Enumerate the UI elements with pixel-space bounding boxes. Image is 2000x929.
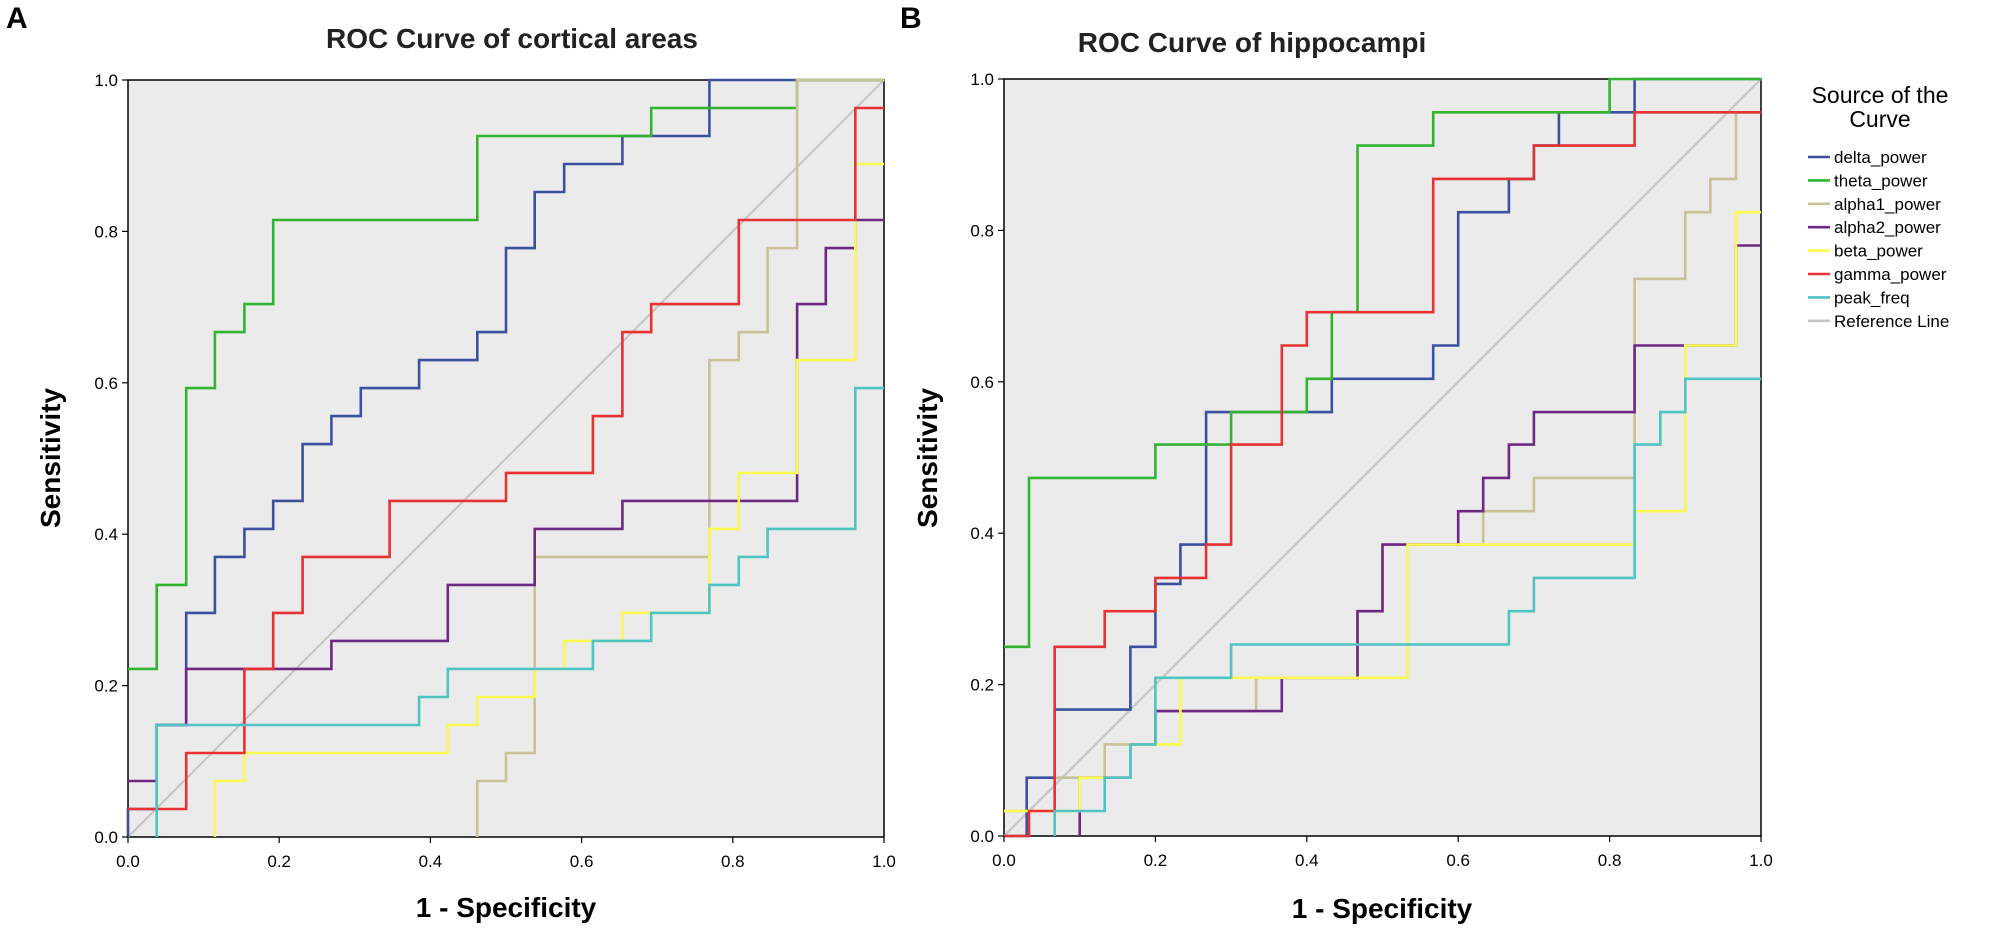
legend-label-alpha1-power: alpha1_power bbox=[1834, 195, 1941, 214]
legend: Source of the Curve delta_power theta_pow… bbox=[1808, 82, 1949, 331]
y-tick-label: 0.8 bbox=[970, 221, 994, 240]
curves-a bbox=[126, 78, 884, 837]
x-tick-label: 0.0 bbox=[992, 851, 1016, 870]
y-tick-label: 1.0 bbox=[94, 71, 118, 90]
x-axis-label-a: 1 - Specificity bbox=[416, 892, 597, 923]
panel-letter-b: B bbox=[900, 2, 922, 35]
panel-b: B ROC Curve of hippocampi 0.0 0.2 0.4 0.6 0.… bbox=[900, 2, 1773, 924]
x-axis-label-b: 1 - Specificity bbox=[1292, 893, 1473, 924]
roc-curve-alpha2-power-a bbox=[128, 218, 884, 783]
legend-items: delta_power theta_power alpha1_power alpha2… bbox=[1808, 148, 1949, 331]
roc-curve-delta-power-a bbox=[126, 78, 884, 837]
roc-curve-theta-power-b bbox=[1004, 77, 1761, 649]
y-tick-label: 0.8 bbox=[94, 222, 118, 241]
chart-title-a: ROC Curve of cortical areas bbox=[326, 23, 698, 54]
chart-title-b: ROC Curve of hippocampi bbox=[1078, 27, 1426, 58]
roc-curve-beta-power-a bbox=[213, 162, 884, 837]
legend-label-peak-freq: peak_freq bbox=[1834, 288, 1910, 307]
x-tick-label: 1.0 bbox=[872, 852, 896, 871]
legend-label-gamma-power: gamma_power bbox=[1834, 265, 1947, 284]
x-tick-label: 0.4 bbox=[1295, 851, 1319, 870]
roc-curve-peak-freq-b bbox=[1053, 377, 1761, 836]
legend-label-alpha2-power: alpha2_power bbox=[1834, 218, 1941, 237]
legend-label-delta-power: delta_power bbox=[1834, 148, 1927, 167]
legend-label-beta-power: beta_power bbox=[1834, 242, 1923, 261]
y-tick-label: 0.6 bbox=[94, 374, 118, 393]
y-tick-label: 0.6 bbox=[970, 373, 994, 392]
y-tick-label: 0.4 bbox=[970, 524, 994, 543]
legend-label-reference: Reference Line bbox=[1834, 312, 1949, 331]
legend-title-line2: Curve bbox=[1849, 106, 1910, 132]
x-tick-label: 0.8 bbox=[721, 852, 745, 871]
panel-letter-a: A bbox=[6, 2, 28, 35]
roc-curve-theta-power-a bbox=[128, 78, 884, 671]
legend-label-theta-power: theta_power bbox=[1834, 171, 1928, 190]
roc-curve-peak-freq-a bbox=[155, 386, 884, 837]
y-ticks-a: 0.0 0.2 0.4 0.6 0.8 1.0 bbox=[94, 71, 128, 847]
curves-b bbox=[1004, 77, 1761, 838]
x-tick-label: 0.2 bbox=[1144, 851, 1168, 870]
x-tick-label: 0.2 bbox=[267, 852, 291, 871]
y-tick-label: 1.0 bbox=[970, 70, 994, 89]
x-tick-label: 0.6 bbox=[570, 852, 594, 871]
x-tick-label: 0.0 bbox=[116, 852, 140, 871]
y-tick-label: 0.4 bbox=[94, 525, 118, 544]
legend-title-line1: Source of the bbox=[1812, 82, 1949, 108]
y-tick-label: 0.2 bbox=[94, 677, 118, 696]
panel-a: A ROC Curve of cortical areas 0.0 0.2 0.4 0… bbox=[6, 2, 896, 923]
y-tick-label: 0.0 bbox=[94, 828, 118, 847]
roc-curve-alpha1-power-a bbox=[476, 78, 884, 837]
y-axis-label-a: Sensitivity bbox=[35, 388, 66, 528]
x-tick-label: 0.4 bbox=[419, 852, 443, 871]
y-tick-label: 0.0 bbox=[970, 827, 994, 846]
roc-curve-gamma-power-a bbox=[128, 106, 884, 811]
y-tick-label: 0.2 bbox=[970, 676, 994, 695]
y-axis-label-b: Sensitivity bbox=[912, 388, 943, 528]
y-ticks-b: 0.0 0.2 0.4 0.6 0.8 1.0 bbox=[970, 70, 1004, 846]
reference-line-a bbox=[127, 79, 885, 838]
x-tick-label: 0.6 bbox=[1446, 851, 1470, 870]
x-ticks-a: 0.0 0.2 0.4 0.6 0.8 1.0 bbox=[116, 837, 896, 871]
x-ticks-b: 0.0 0.2 0.4 0.6 0.8 1.0 bbox=[992, 836, 1773, 870]
roc-curve-gamma-power-b bbox=[1004, 111, 1761, 838]
x-tick-label: 0.8 bbox=[1598, 851, 1622, 870]
x-tick-label: 1.0 bbox=[1749, 851, 1773, 870]
